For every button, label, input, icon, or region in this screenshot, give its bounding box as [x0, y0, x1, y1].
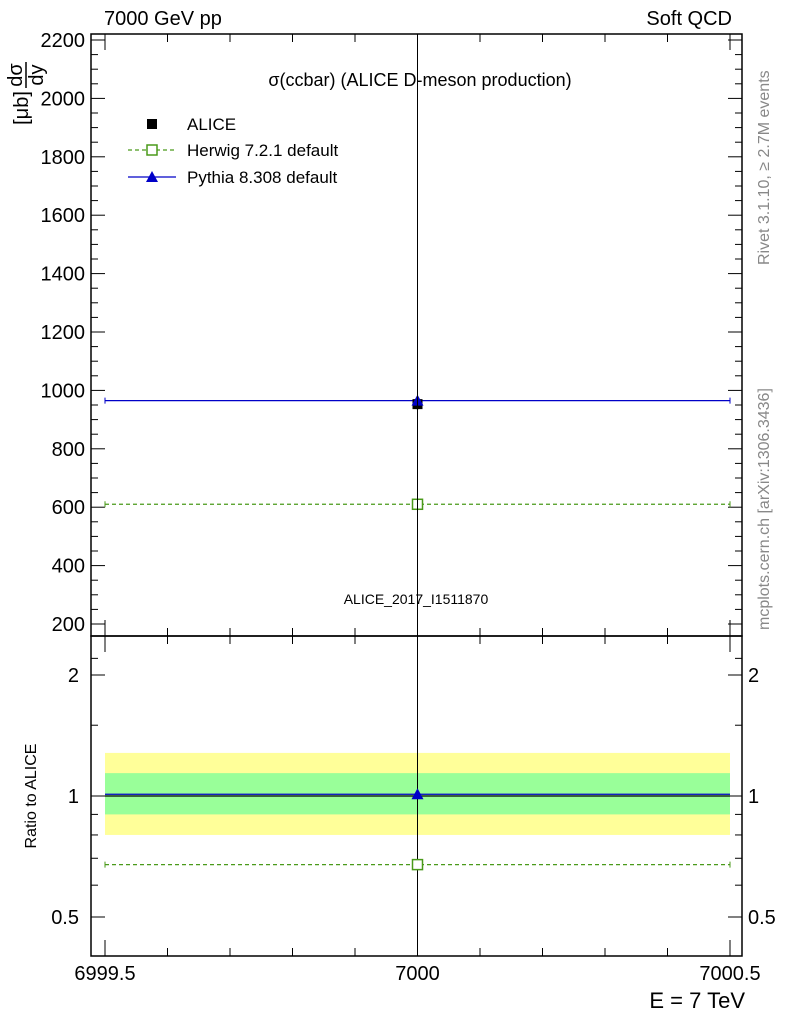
y-label-unit: [μb]: [11, 91, 33, 125]
ytick-label: 800: [52, 439, 85, 461]
y-label-numerator: dσ: [5, 63, 27, 87]
ytick-label: 2000: [41, 88, 86, 110]
header-left: 7000 GeV pp: [104, 8, 222, 30]
legend-marker-herwig: [146, 144, 158, 156]
header-right: Soft QCD: [646, 8, 732, 30]
legend-label: Pythia 8.308 default: [187, 168, 338, 187]
x-axis-label: E = 7 TeV: [649, 988, 745, 1013]
legend-label: Herwig 7.2.1 default: [187, 141, 338, 160]
ratio-ytick-label-right: 1: [748, 786, 759, 808]
ytick-label: 1000: [41, 380, 86, 402]
ratio-ytick-label: 1: [68, 786, 79, 808]
ratio-herwig-point: [411, 858, 424, 871]
ytick-label: 2200: [41, 30, 86, 52]
xtick-label: 6999.5: [74, 963, 135, 985]
ytick-label: 200: [52, 614, 85, 636]
ytick-label: 600: [52, 497, 85, 519]
ratio-ytick-label: 2: [68, 665, 79, 687]
legend-marker-pythia: [146, 171, 158, 182]
analysis-watermark: ALICE_2017_I1511870: [344, 591, 489, 607]
ytick-label: 400: [52, 556, 85, 578]
xtick-label: 7000: [395, 963, 440, 985]
ytick-label: 1600: [41, 205, 86, 227]
ratio-ytick-label-right: 0.5: [748, 907, 776, 929]
ytick-label: 1800: [41, 147, 86, 169]
chart-title: σ(ccbar) (ALICE D-meson production): [268, 70, 571, 90]
ratio-pythia-point: [411, 788, 424, 800]
xtick-label: 7000.5: [699, 963, 760, 985]
ratio-y-axis-label: Ratio to ALICE: [23, 744, 40, 849]
y-label-denominator: dy: [26, 64, 48, 85]
ratio-ytick-label: 0.5: [51, 907, 79, 929]
ytick-label: 1400: [41, 264, 86, 286]
legend-marker-alice: [147, 119, 157, 129]
ytick-label: 1200: [41, 322, 86, 344]
legend-label: ALICE: [187, 115, 236, 134]
ratio-ytick-label-right: 2: [748, 665, 759, 687]
y-axis-label: dσ dy [μb]: [5, 62, 48, 125]
